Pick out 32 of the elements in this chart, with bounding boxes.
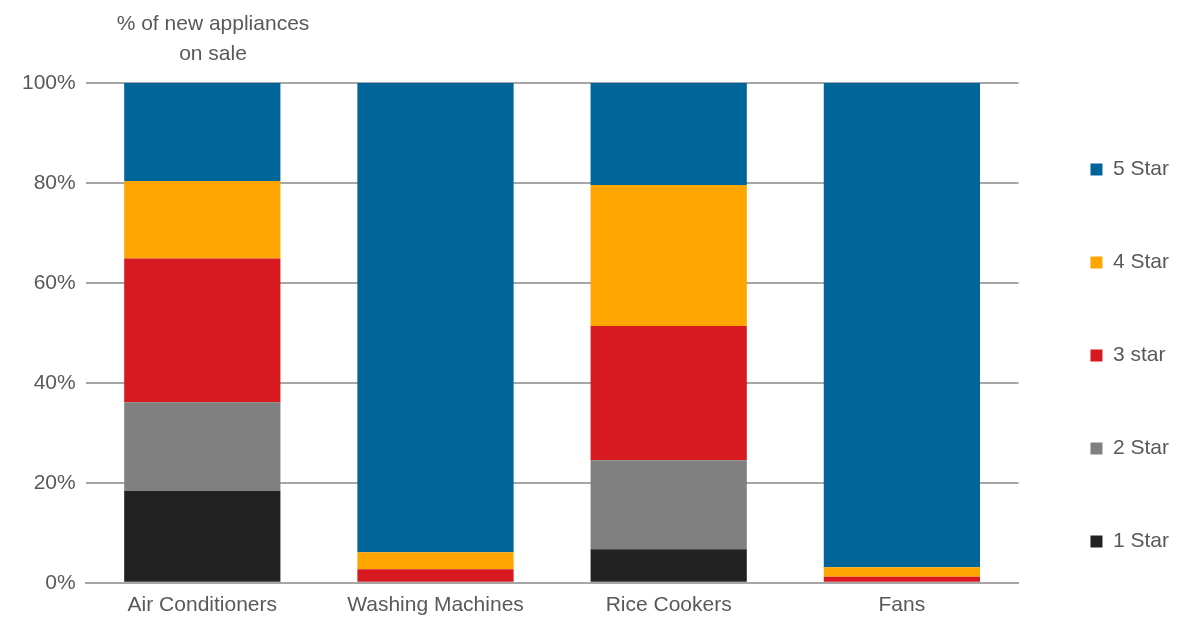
x-tick-label: Fans xyxy=(878,592,926,616)
bar xyxy=(124,180,281,259)
bar xyxy=(590,325,747,461)
x-tick-label: Rice Cookers xyxy=(605,592,732,616)
legend-label: 5 Star xyxy=(1112,156,1170,180)
legend-label: 3 star xyxy=(1112,342,1166,366)
y-tick-label: 100% xyxy=(21,69,76,93)
y-tick-label: 0% xyxy=(45,569,76,593)
bar xyxy=(124,402,281,491)
legend-label: 4 Star xyxy=(1112,249,1170,273)
bar xyxy=(823,576,980,582)
y-tick-label: 40% xyxy=(33,369,76,393)
bar xyxy=(357,83,514,553)
bar xyxy=(823,567,980,577)
bar xyxy=(590,460,747,550)
y-tick-label: 80% xyxy=(33,169,76,193)
y-tick-label: 60% xyxy=(33,269,76,293)
bar xyxy=(357,569,514,582)
bar xyxy=(823,83,980,568)
bar xyxy=(124,83,281,181)
y-tick-label: 20% xyxy=(33,469,76,493)
bar xyxy=(590,83,747,185)
bar xyxy=(124,490,281,582)
bar xyxy=(590,184,747,326)
x-tick-label: Washing Machines xyxy=(347,592,524,616)
bar xyxy=(124,258,281,403)
legend-label: 2 Star xyxy=(1112,435,1170,459)
x-tick-label: Air Conditioners xyxy=(127,592,278,616)
y-axis-title: % of new appliances on sale xyxy=(115,10,311,66)
bar xyxy=(357,552,514,570)
legend-label: 1 Star xyxy=(1112,528,1170,552)
bar xyxy=(590,549,747,582)
